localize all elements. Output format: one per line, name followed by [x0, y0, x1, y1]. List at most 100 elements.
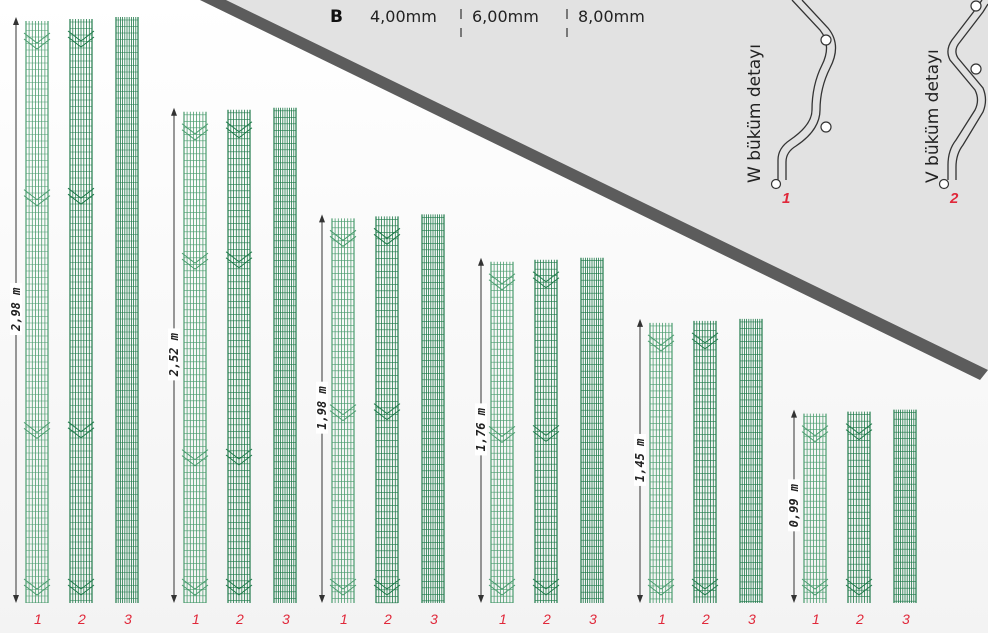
v-bend-wire-outer — [947, 0, 983, 180]
bend-mark — [67, 30, 95, 48]
height-label: 0,99 m — [787, 483, 801, 527]
dimension-label-bg — [10, 283, 22, 335]
bend-mark — [373, 227, 401, 245]
fence-panel — [893, 409, 917, 603]
bend-mark — [67, 187, 95, 205]
bend-mark — [329, 404, 357, 422]
panel-number: 1 — [340, 611, 348, 627]
bend-mark — [845, 423, 873, 441]
panel-number: 3 — [282, 611, 290, 627]
bend-detail-v: V büküm detayı 2 — [923, 0, 988, 207]
bend-mark — [373, 578, 401, 596]
panel-number: 3 — [902, 611, 910, 627]
w-bend-wire-outer — [777, 0, 828, 180]
dimension-label-bg — [475, 403, 487, 456]
panel-number: 2 — [542, 611, 551, 627]
w-bend-wire-inner — [785, 0, 837, 180]
fence-panel — [647, 322, 675, 603]
panel-group: 1,98 m 1 2 3 — [315, 214, 445, 627]
wire-size-header: B 4,00mm 6,00mm 8,00mm — [330, 7, 645, 37]
bend-mark — [181, 449, 209, 467]
panel-number: 3 — [748, 611, 756, 627]
bend-detail-w: W büküm detayı 1 — [745, 0, 837, 207]
bend-mark — [329, 229, 357, 247]
dimension-arrow-top — [791, 409, 797, 418]
bend-detail-title: V büküm detayı — [923, 49, 943, 183]
fence-panel — [225, 109, 253, 603]
height-label: 1,98 m — [315, 386, 329, 430]
panel-group: 2,98 m 1 2 3 — [9, 17, 139, 627]
bend-detail-title: W büküm detayı — [745, 44, 765, 183]
dimension-label-bg — [788, 479, 800, 532]
fence-panel — [532, 259, 560, 603]
wire-size-3: 8,00mm — [578, 7, 645, 26]
panel-number: 2 — [77, 611, 86, 627]
dimension-label-bg — [316, 381, 328, 434]
panel-number: 2 — [701, 611, 710, 627]
dimension-label-bg — [634, 433, 646, 486]
panel-number: 1 — [34, 611, 42, 627]
bend-mark — [532, 578, 560, 596]
weld-point — [970, 63, 982, 75]
dimension-arrow-bottom — [171, 595, 177, 603]
height-label: 1,45 m — [633, 438, 647, 482]
fence-panel — [329, 218, 357, 603]
fence-panel — [181, 111, 209, 603]
fence-panel — [115, 17, 139, 603]
panel-group: 0,99 m 1 2 3 — [787, 409, 917, 627]
panel-group: 2,52 m 1 2 3 — [167, 107, 297, 627]
bend-mark — [845, 578, 873, 596]
bend-mark — [647, 578, 675, 596]
fence-panel — [739, 318, 763, 603]
bend-mark — [801, 578, 829, 596]
bend-mark — [225, 578, 253, 596]
fence-panel — [580, 257, 604, 603]
fence-panel — [488, 261, 516, 604]
bend-mark — [801, 425, 829, 443]
bend-mark — [532, 271, 560, 289]
v-bend-wire-inner — [955, 3, 988, 180]
fence-panel — [373, 216, 401, 604]
weld-point — [970, 0, 982, 12]
wire-size-2: 6,00mm — [472, 7, 539, 26]
panel-number: 3 — [589, 611, 597, 627]
bend-mark — [691, 332, 719, 350]
weld-point — [820, 121, 832, 133]
banner-edge — [200, 0, 988, 380]
dimension-label-bg — [168, 328, 180, 381]
panel-number: 1 — [192, 611, 200, 627]
dimension-arrow-bottom — [319, 595, 325, 603]
panel-group: 1,76 m 1 2 3 — [474, 257, 604, 627]
bend-mark — [23, 32, 51, 50]
dimension-arrow-bottom — [637, 595, 643, 603]
bend-mark — [23, 578, 51, 596]
dimension-arrow-top — [637, 318, 643, 327]
bend-mark — [23, 422, 51, 440]
weld-point — [770, 178, 782, 190]
bend-mark — [373, 403, 401, 421]
wire-size-1: 4,00mm — [370, 7, 437, 26]
weld-point — [938, 178, 950, 190]
fence-panel — [67, 19, 95, 603]
bend-mark — [23, 189, 51, 207]
panel-number: 3 — [124, 611, 132, 627]
bend-mark — [225, 448, 253, 466]
panel-number: 1 — [658, 611, 666, 627]
dimension-arrow-bottom — [478, 595, 484, 603]
height-label: 2,98 m — [9, 287, 23, 332]
height-label: 1,76 m — [474, 407, 488, 451]
bend-mark — [181, 252, 209, 270]
bend-mark — [691, 578, 719, 596]
dimension-arrow-top — [478, 257, 484, 266]
bend-mark — [225, 251, 253, 269]
bend-mark — [488, 273, 516, 291]
dimension-arrow-top — [319, 214, 325, 223]
bend-detail-number: 2 — [949, 190, 959, 207]
bend-detail-number: 1 — [782, 190, 790, 207]
bend-mark — [647, 334, 675, 352]
dimension-arrow-top — [171, 107, 177, 116]
bend-mark — [181, 578, 209, 596]
panel-number: 1 — [499, 611, 507, 627]
bend-mark — [488, 425, 516, 443]
